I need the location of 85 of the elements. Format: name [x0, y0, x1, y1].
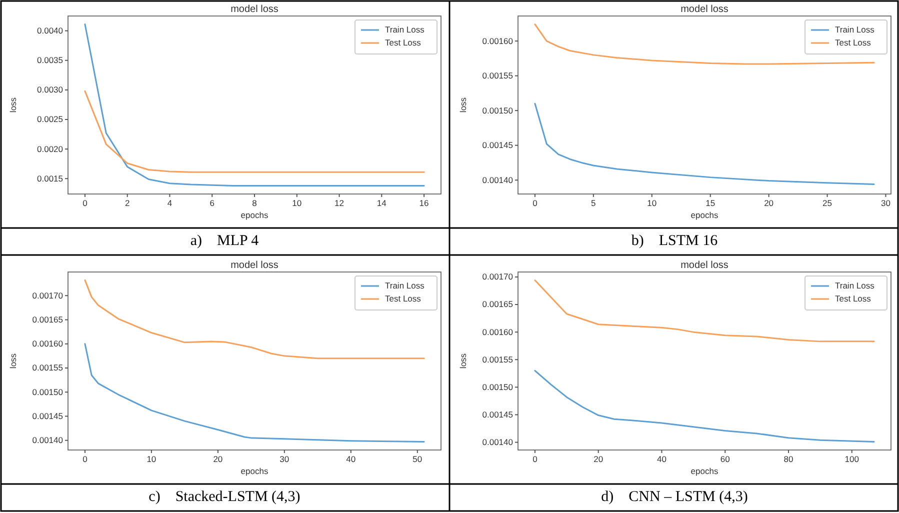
- x-axis-title: epochs: [240, 466, 268, 476]
- line-series: [534, 24, 875, 65]
- text: d) CNN – LSTM (4,3): [601, 489, 748, 505]
- legend-label: Train Loss: [385, 280, 424, 291]
- y-tick-label: 0.00150: [482, 382, 514, 392]
- y-axis-title: loss: [458, 353, 468, 369]
- x-tick-label: 14: [376, 198, 387, 208]
- y-axis-title: loss: [458, 97, 468, 113]
- x-tick-label: 40: [656, 454, 667, 464]
- x-tick-label: 8: [252, 198, 258, 208]
- text: b) LSTM 16: [631, 233, 718, 249]
- y-tick-label: 0.00150: [32, 386, 64, 397]
- y-tick-label: 0.00150: [482, 105, 514, 116]
- y-tick-label: 0.00145: [482, 409, 514, 420]
- y-tick-label: 0.00160: [32, 338, 64, 349]
- chart-title: model loss: [230, 4, 278, 15]
- x-axis-title: epochs: [690, 210, 718, 220]
- y-tick-label: 0.00165: [32, 314, 64, 324]
- x-tick-label: 30: [280, 454, 290, 464]
- x-tick-label: 0: [532, 454, 538, 464]
- text: a) MLP 4: [190, 233, 260, 249]
- legend-label: Test Loss: [835, 294, 871, 304]
- legend-label: Test Loss: [385, 38, 421, 48]
- x-tick-label: 0: [82, 198, 88, 208]
- x-tick-label: 5: [591, 198, 596, 208]
- y-tick-label: 0.00170: [482, 272, 514, 282]
- line-series: [84, 279, 425, 360]
- y-tick-label: 0.00155: [482, 70, 514, 81]
- x-tick-label: 2: [124, 198, 130, 208]
- x-tick-label: 20: [764, 198, 774, 208]
- y-tick-label: 0.00140: [482, 437, 514, 448]
- y-tick-label: 0.0015: [37, 173, 64, 184]
- x-tick-label: 0: [532, 198, 538, 208]
- y-tick-label: 0.00165: [482, 299, 514, 310]
- x-tick-label: 100: [844, 454, 860, 464]
- x-tick-label: 30: [881, 198, 891, 208]
- y-tick-label: 0.0030: [37, 84, 64, 95]
- y-tick-label: 0.0020: [37, 144, 64, 154]
- y-tick-label: 0.00155: [32, 362, 64, 373]
- chart-title: model loss: [680, 260, 728, 271]
- line-series: [84, 343, 425, 443]
- x-tick-label: 6: [210, 198, 215, 208]
- line-series: [84, 24, 425, 186]
- text: c) Stacked-LSTM (4,3): [148, 489, 300, 505]
- legend-label: Test Loss: [835, 38, 871, 48]
- x-tick-label: 4: [167, 198, 172, 208]
- x-tick-label: 60: [720, 454, 730, 464]
- y-tick-label: 0.00160: [482, 36, 514, 46]
- y-tick-label: 0.00145: [32, 410, 64, 421]
- x-tick-label: 80: [784, 454, 794, 464]
- x-tick-label: 0: [82, 454, 88, 464]
- legend-label: Train Loss: [385, 24, 424, 35]
- legend-label: Train Loss: [835, 24, 874, 35]
- y-tick-label: 0.00145: [482, 140, 514, 150]
- y-tick-label: 0.00140: [32, 435, 64, 446]
- y-tick-label: 0.00170: [32, 290, 64, 300]
- legend-label: Test Loss: [385, 294, 421, 304]
- line-series: [534, 280, 875, 342]
- x-axis-title: epochs: [690, 466, 718, 476]
- y-axis-title: loss: [8, 353, 18, 369]
- line-series: [534, 370, 875, 442]
- x-tick-label: 10: [292, 198, 302, 208]
- legend-label: Train Loss: [835, 280, 874, 291]
- y-tick-label: 0.0025: [37, 114, 64, 124]
- y-tick-label: 0.00155: [482, 354, 514, 364]
- x-tick-label: 40: [346, 454, 356, 464]
- chart-title: model loss: [230, 260, 278, 271]
- x-tick-label: 20: [594, 454, 604, 464]
- x-axis-title: epochs: [240, 210, 268, 220]
- y-axis-title: loss: [8, 97, 18, 113]
- y-tick-label: 0.0040: [37, 26, 64, 36]
- y-tick-label: 0.00140: [482, 174, 514, 185]
- x-tick-label: 10: [146, 454, 156, 464]
- x-tick-label: 20: [213, 454, 223, 464]
- x-tick-label: 10: [647, 198, 657, 208]
- line-series: [534, 102, 875, 186]
- x-tick-label: 25: [822, 198, 832, 208]
- line-series: [84, 90, 425, 173]
- x-tick-label: 16: [419, 198, 430, 208]
- y-tick-label: 0.0035: [37, 55, 64, 66]
- x-tick-label: 15: [706, 198, 716, 208]
- y-tick-label: 0.00160: [482, 326, 514, 337]
- x-tick-label: 50: [412, 454, 422, 464]
- x-tick-label: 12: [334, 198, 344, 208]
- chart-title: model loss: [680, 4, 728, 15]
